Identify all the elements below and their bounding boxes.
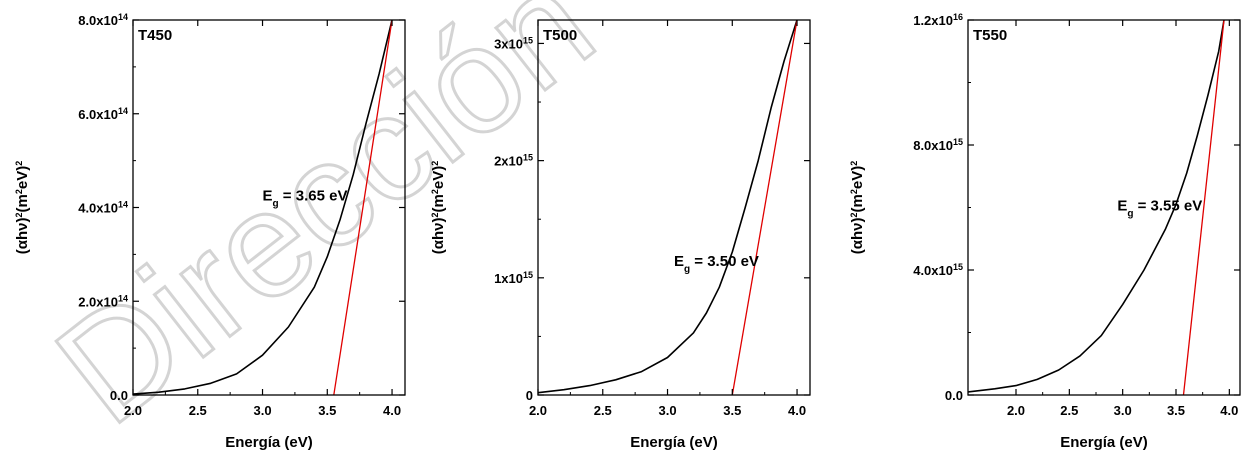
y-tick-label: 4.0x1015 bbox=[913, 262, 963, 278]
y-tick-label: 8.0x1015 bbox=[913, 137, 963, 153]
x-tick-label: 2.5 bbox=[594, 403, 612, 418]
x-tick-label: 3.0 bbox=[658, 403, 676, 418]
x-tick-label: 3.0 bbox=[1114, 403, 1132, 418]
y-tick-label: 8.0x1014 bbox=[78, 12, 128, 28]
y-tick-label: 0.0 bbox=[945, 388, 963, 403]
x-tick-label: 2.0 bbox=[1007, 403, 1025, 418]
x-axis-label: Energía (eV) bbox=[1060, 434, 1148, 451]
x-tick-label: 2.0 bbox=[124, 403, 142, 418]
y-tick-label: 4.0x1014 bbox=[78, 200, 128, 216]
y-tick-label: 1.2x1016 bbox=[913, 12, 963, 28]
panel-label: T500 bbox=[543, 27, 577, 44]
x-tick-label: 2.5 bbox=[1060, 403, 1078, 418]
x-tick-label: 4.0 bbox=[788, 403, 806, 418]
y-axis-label: (αhν)2(m2eV)2 bbox=[849, 161, 866, 254]
absorption-curve bbox=[538, 20, 798, 394]
y-tick-label: 0.0 bbox=[110, 388, 128, 403]
panel-t450: 2.0 2.5 3.0 3.5 4.0 0.0 2.0x1014 4.0x1014 6.0x10… bbox=[14, 12, 406, 451]
panel-label: T550 bbox=[973, 27, 1007, 44]
y-tick-label: 3x1015 bbox=[494, 35, 533, 51]
y-tick-label: 2.0x1014 bbox=[78, 293, 128, 309]
x-tick-label: 3.5 bbox=[1167, 403, 1185, 418]
panel-t550: 2.0 2.5 3.0 3.5 4.0 0.0 4.0x1015 8.0x1015 1.2x10… bbox=[849, 12, 1241, 451]
y-tick-label: 6.0x1014 bbox=[78, 106, 128, 122]
linear-fit-line bbox=[731, 20, 798, 395]
y-tick-label: 0 bbox=[526, 388, 533, 403]
x-axis-label: Energía (eV) bbox=[225, 434, 313, 451]
plot-frame bbox=[537, 19, 811, 396]
x-tick-label: 2.0 bbox=[529, 403, 547, 418]
x-tick-label: 4.0 bbox=[383, 403, 401, 418]
band-gap-annotation: Eg = 3.55 eV bbox=[1117, 198, 1202, 220]
absorption-curve bbox=[133, 20, 393, 395]
band-gap-annotation: Eg = 3.65 eV bbox=[263, 187, 348, 209]
x-tick-label: 2.5 bbox=[189, 403, 207, 418]
y-axis-label: (αhν)2(m2eV)2 bbox=[14, 161, 31, 254]
x-tick-label: 3.0 bbox=[253, 403, 271, 418]
y-axis-label: (αhν)2(m2eV)2 bbox=[430, 161, 447, 254]
panel-t500: 2.0 2.5 3.0 3.5 4.0 0 1x1015 2x1015 3x1015 T500 Eg… bbox=[430, 19, 811, 451]
band-gap-annotation: Eg = 3.50 eV bbox=[674, 253, 759, 275]
linear-fit-line bbox=[333, 20, 393, 395]
panel-label: T450 bbox=[138, 27, 172, 44]
x-tick-label: 3.5 bbox=[318, 403, 336, 418]
x-tick-label: 4.0 bbox=[1220, 403, 1238, 418]
y-tick-label: 1x1015 bbox=[494, 270, 533, 286]
linear-fit-line bbox=[1182, 20, 1225, 395]
x-tick-label: 3.5 bbox=[723, 403, 741, 418]
y-tick-label: 2x1015 bbox=[494, 153, 533, 169]
absorption-curve bbox=[968, 20, 1225, 393]
x-axis-label: Energía (eV) bbox=[630, 434, 718, 451]
plot-frame bbox=[132, 19, 406, 396]
